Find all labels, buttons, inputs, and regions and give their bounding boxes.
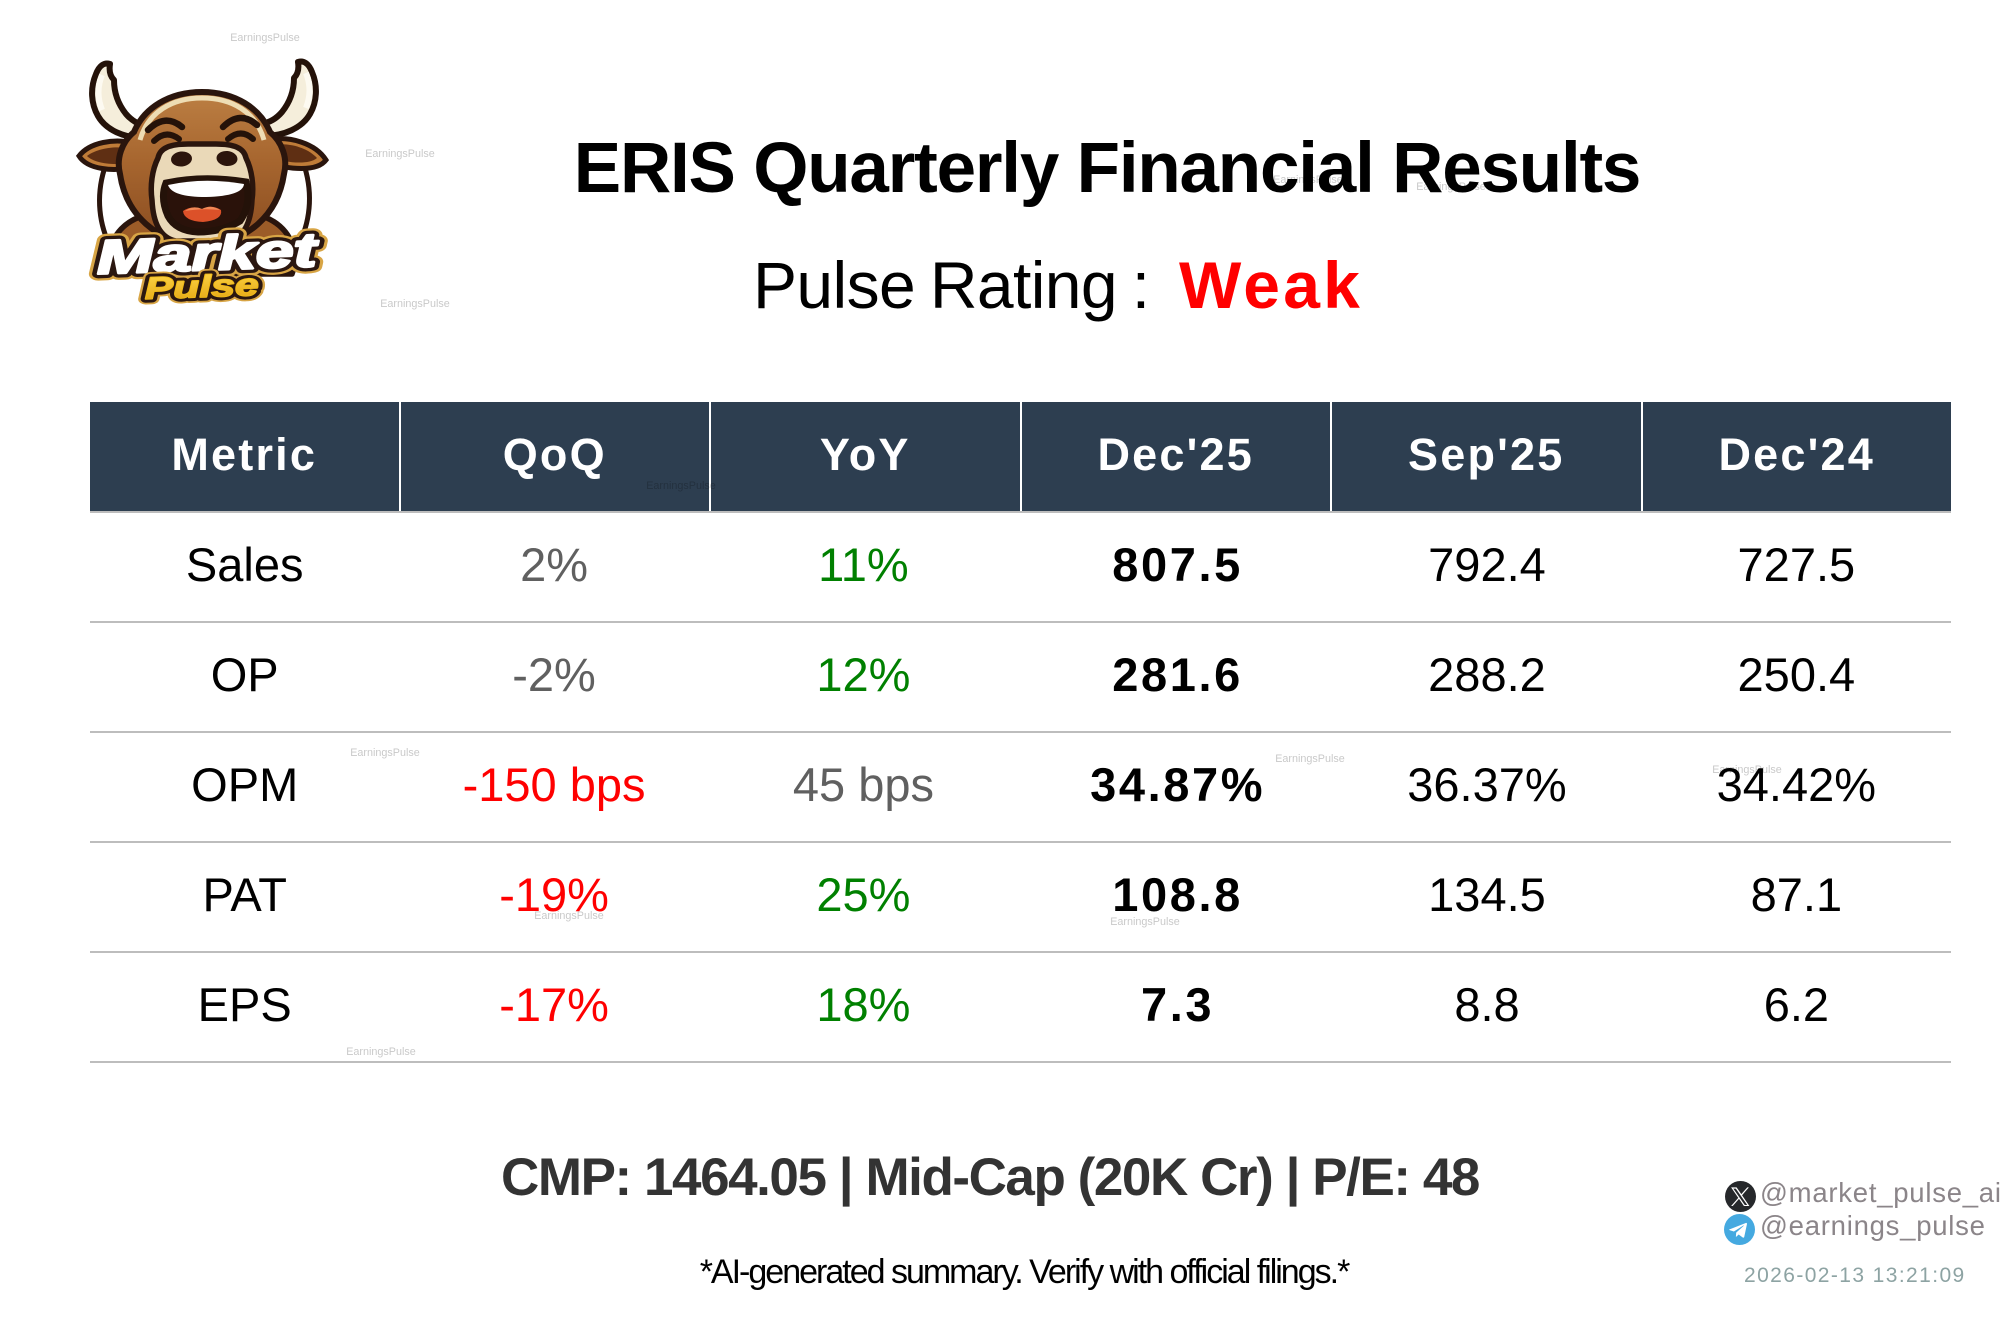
svg-text:Pulse: Pulse (144, 267, 259, 306)
svg-text:Pulse: Pulse (144, 267, 259, 306)
svg-text:Market: Market (96, 224, 320, 285)
svg-text:Market: Market (96, 224, 320, 285)
